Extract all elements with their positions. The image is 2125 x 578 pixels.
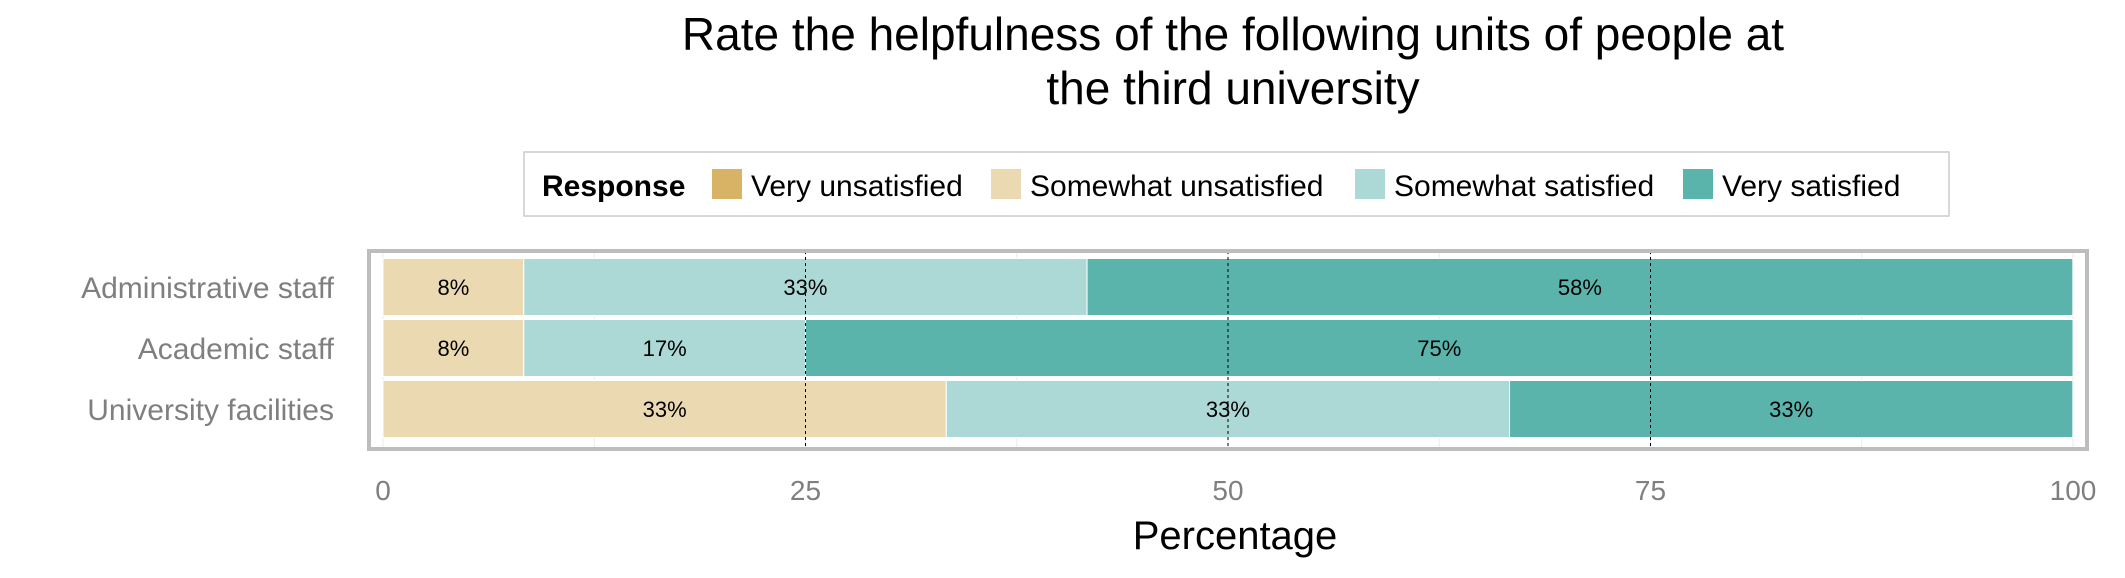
x-axis-label: Percentage	[1133, 514, 1338, 558]
bar-data-label: 17%	[643, 336, 687, 361]
y-tick-label: University facilities	[87, 394, 334, 427]
bar-data-label: 75%	[1417, 336, 1461, 361]
bar-segment	[382, 380, 947, 438]
bars	[382, 258, 2074, 438]
legend: Response Very unsatisfied Somewhat unsati…	[523, 151, 1950, 217]
y-axis-tick-labels: Administrative staff Academic staff Univer…	[81, 272, 335, 427]
legend-swatch	[712, 169, 742, 199]
plot-area: 8% 33% 58% 8% 17% 75% 33% 33% 33%	[367, 249, 2089, 451]
legend-items: Very unsatisfied Somewhat unsatisfied Some…	[712, 169, 1900, 203]
legend-swatch	[1683, 169, 1713, 199]
x-tick-label: 50	[1212, 475, 1243, 506]
bar-data-label: 8%	[437, 336, 469, 361]
bar-data-label: 33%	[1769, 397, 1813, 422]
bar-data-label: 8%	[437, 275, 469, 300]
chart-title-line-2: the third university	[1046, 62, 1419, 114]
legend-swatch	[991, 169, 1021, 199]
bar-segment	[1086, 258, 2074, 316]
chart-title-line-1: Rate the helpfulness of the following un…	[682, 8, 1784, 60]
legend-swatch	[1355, 169, 1385, 199]
bar-segment	[1509, 380, 2074, 438]
legend-label: Somewhat unsatisfied	[1030, 170, 1324, 203]
chart-title: Rate the helpfulness of the following un…	[682, 8, 1784, 114]
bar-segment	[523, 319, 806, 377]
legend-title: Response	[542, 170, 685, 203]
bar-segment	[382, 258, 525, 316]
x-tick-label: 100	[2050, 475, 2097, 506]
bar-data-label: 58%	[1558, 275, 1602, 300]
x-tick-label: 25	[790, 475, 821, 506]
x-axis-tick-labels: 0 25 50 75 100	[375, 475, 2096, 506]
bar-data-label: 33%	[783, 275, 827, 300]
bar-data-label: 33%	[1206, 397, 1250, 422]
x-tick-label: 0	[375, 475, 391, 506]
bar-data-label: 33%	[643, 397, 687, 422]
legend-label: Somewhat satisfied	[1394, 170, 1654, 203]
data-labels: 8% 33% 58% 8% 17% 75% 33% 33% 33%	[437, 275, 1813, 422]
bar-segment	[382, 319, 525, 377]
legend-label: Very unsatisfied	[751, 170, 963, 203]
reference-lines	[805, 251, 1651, 449]
legend-label: Very satisfied	[1722, 170, 1900, 203]
y-tick-label: Academic staff	[138, 333, 335, 366]
plot-border	[367, 249, 2089, 451]
x-tick-label: 75	[1635, 475, 1666, 506]
y-tick-label: Administrative staff	[81, 272, 335, 305]
bar-segment	[805, 319, 2074, 377]
